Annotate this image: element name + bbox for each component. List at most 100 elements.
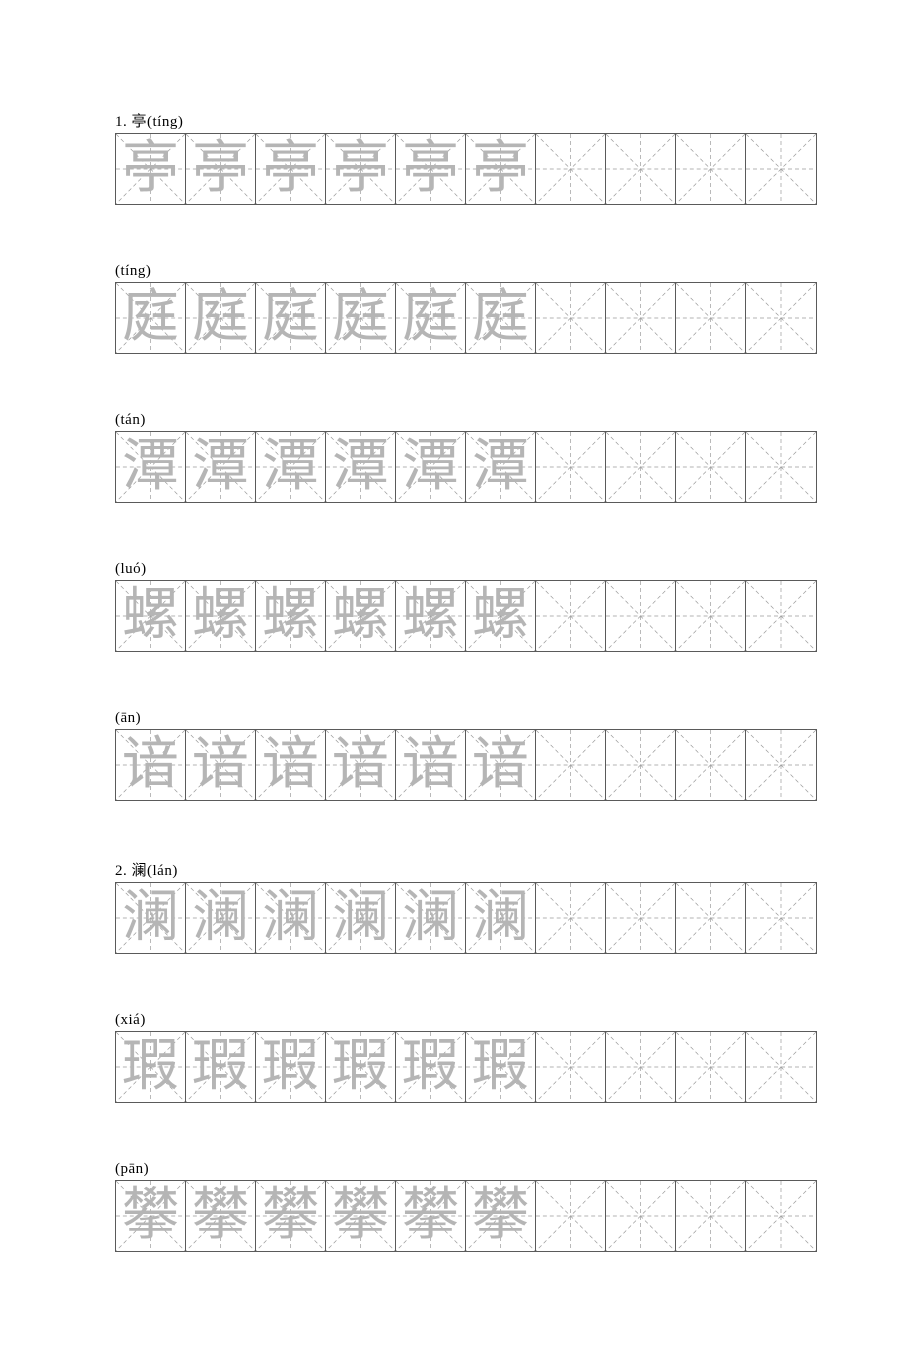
grid-cell	[676, 883, 746, 953]
grid-cell: 庭	[116, 283, 186, 353]
trace-char: 攀	[192, 1186, 249, 1243]
grid-cell: 攀	[256, 1181, 326, 1251]
row-label: 1. 亭(tíng)	[115, 110, 805, 131]
grid-cell: 庭	[326, 283, 396, 353]
grid-cell: 螺	[116, 581, 186, 651]
trace-char: 亭	[332, 139, 389, 196]
trace-char: 亭	[402, 139, 459, 196]
grid-cell	[606, 883, 676, 953]
grid-cell	[676, 730, 746, 800]
grid-cell: 瑕	[186, 1032, 256, 1102]
trace-char: 亭	[472, 139, 529, 196]
grid-cell: 螺	[326, 581, 396, 651]
grid-cell: 谙	[326, 730, 396, 800]
grid-cell: 亭	[326, 134, 396, 204]
trace-char: 谙	[122, 735, 179, 792]
grid-cell: 谙	[466, 730, 536, 800]
grid-cell: 螺	[466, 581, 536, 651]
trace-char: 攀	[122, 1186, 179, 1243]
trace-char: 潭	[192, 437, 249, 494]
grid-cell: 澜	[326, 883, 396, 953]
row-label: (ān)	[115, 710, 805, 727]
grid-cell: 亭	[116, 134, 186, 204]
trace-char: 潭	[332, 437, 389, 494]
trace-char: 潭	[402, 437, 459, 494]
trace-char: 谙	[402, 735, 459, 792]
grid-cell: 潭	[466, 432, 536, 502]
trace-char: 亭	[122, 139, 179, 196]
grid-cell: 螺	[186, 581, 256, 651]
grid-cell: 谙	[116, 730, 186, 800]
grid-cell: 潭	[256, 432, 326, 502]
trace-char: 瑕	[332, 1037, 389, 1094]
grid-cell: 瑕	[466, 1032, 536, 1102]
grid-cell	[536, 730, 606, 800]
trace-char: 瑕	[262, 1037, 319, 1094]
grid-cell: 澜	[396, 883, 466, 953]
grid-cell: 瑕	[396, 1032, 466, 1102]
grid-row: 瑕 瑕 瑕 瑕 瑕 瑕	[115, 1031, 817, 1103]
grid-cell: 攀	[396, 1181, 466, 1251]
grid-cell: 攀	[326, 1181, 396, 1251]
trace-char: 澜	[262, 888, 319, 945]
grid-cell	[536, 1181, 606, 1251]
trace-char: 庭	[472, 288, 529, 345]
grid-cell	[606, 283, 676, 353]
trace-char: 澜	[332, 888, 389, 945]
practice-row: (xiá) 瑕 瑕 瑕 瑕 瑕 瑕	[115, 1012, 805, 1103]
trace-char: 螺	[472, 586, 529, 643]
grid-cell	[746, 1181, 816, 1251]
grid-cell	[746, 581, 816, 651]
grid-cell	[676, 432, 746, 502]
grid-cell	[536, 883, 606, 953]
trace-char: 螺	[332, 586, 389, 643]
grid-row: 攀 攀 攀 攀 攀 攀	[115, 1180, 817, 1252]
grid-cell	[676, 1032, 746, 1102]
row-label: (luó)	[115, 561, 805, 578]
trace-char: 螺	[402, 586, 459, 643]
grid-cell	[536, 432, 606, 502]
grid-cell: 潭	[326, 432, 396, 502]
grid-cell: 谙	[396, 730, 466, 800]
grid-row: 庭 庭 庭 庭 庭 庭	[115, 282, 817, 354]
grid-cell	[606, 581, 676, 651]
grid-cell	[676, 1181, 746, 1251]
practice-row: (luó) 螺 螺 螺 螺 螺 螺	[115, 561, 805, 652]
grid-cell: 螺	[256, 581, 326, 651]
trace-char: 亭	[192, 139, 249, 196]
trace-char: 螺	[122, 586, 179, 643]
grid-cell	[606, 1032, 676, 1102]
trace-char: 谙	[332, 735, 389, 792]
grid-cell	[536, 283, 606, 353]
grid-cell	[746, 283, 816, 353]
trace-char: 谙	[262, 735, 319, 792]
grid-cell	[746, 134, 816, 204]
grid-cell	[746, 883, 816, 953]
practice-row: (tíng) 庭 庭 庭 庭 庭 庭	[115, 263, 805, 354]
grid-cell: 亭	[396, 134, 466, 204]
grid-cell	[606, 1181, 676, 1251]
grid-cell: 澜	[186, 883, 256, 953]
practice-row: (tán) 潭 潭 潭 潭 潭 潭	[115, 412, 805, 503]
grid-cell: 谙	[256, 730, 326, 800]
grid-cell: 澜	[256, 883, 326, 953]
trace-char: 庭	[262, 288, 319, 345]
grid-cell: 庭	[256, 283, 326, 353]
trace-char: 庭	[122, 288, 179, 345]
practice-row: 1. 亭(tíng) 亭 亭 亭 亭 亭 亭	[115, 110, 805, 205]
trace-char: 攀	[472, 1186, 529, 1243]
row-label: 2. 澜(lán)	[115, 859, 805, 880]
grid-cell: 攀	[466, 1181, 536, 1251]
grid-cell: 瑕	[116, 1032, 186, 1102]
grid-cell: 瑕	[256, 1032, 326, 1102]
practice-row: (pān) 攀 攀 攀 攀 攀 攀	[115, 1161, 805, 1252]
grid-row: 亭 亭 亭 亭 亭 亭	[115, 133, 817, 205]
trace-char: 庭	[332, 288, 389, 345]
grid-cell: 攀	[116, 1181, 186, 1251]
trace-char: 攀	[402, 1186, 459, 1243]
trace-char: 攀	[262, 1186, 319, 1243]
grid-row: 螺 螺 螺 螺 螺 螺	[115, 580, 817, 652]
grid-cell: 澜	[116, 883, 186, 953]
grid-cell	[746, 432, 816, 502]
trace-char: 攀	[332, 1186, 389, 1243]
